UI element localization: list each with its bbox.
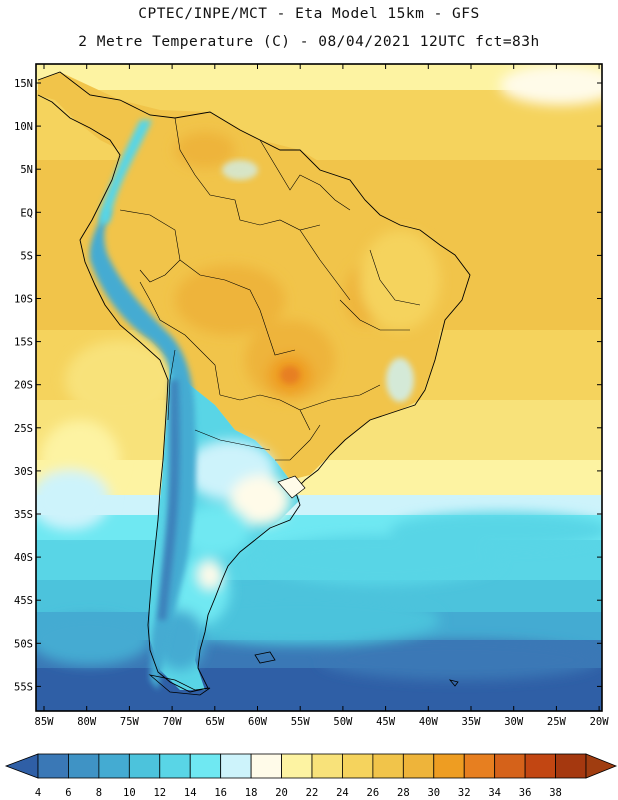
lat-tick-label: 15N xyxy=(14,78,33,90)
colorbar-swatch xyxy=(342,753,374,779)
colorbar-label: 22 xyxy=(306,787,319,799)
colorbar-label: 32 xyxy=(458,787,471,799)
colorbar-label: 4 xyxy=(35,787,41,799)
lat-tick-label: 10N xyxy=(14,121,33,133)
lat-tick-label: 30S xyxy=(14,466,33,478)
map-frame xyxy=(35,63,603,712)
lat-tick-label: 5S xyxy=(20,250,33,262)
lon-tick-label: 60W xyxy=(248,716,268,728)
lat-tick-label: 20S xyxy=(14,380,33,392)
colorbar-high-arrow xyxy=(585,753,618,779)
colorbar-swatch xyxy=(433,753,465,779)
colorbar-label: 12 xyxy=(153,787,166,799)
colorbar-swatch xyxy=(524,753,556,779)
latitude-axis: 15N 10N 5N EQ 5S 10S 15S 20S 25S 30S 35S 40S 45S 50S 5… xyxy=(14,78,602,693)
colorbar-label: 28 xyxy=(397,787,410,799)
lon-tick-label: 40W xyxy=(419,716,439,728)
colorbar-swatch xyxy=(128,753,161,779)
colorbar-swatch xyxy=(281,753,313,779)
colorbar-swatch xyxy=(68,753,100,779)
colorbar-label: 16 xyxy=(214,787,227,799)
lat-tick-label: 35S xyxy=(14,509,33,521)
colorbar-swatch xyxy=(402,753,435,779)
colorbar-label: 26 xyxy=(367,787,380,799)
colorbar-label: 36 xyxy=(519,787,532,799)
lat-tick-label: 15S xyxy=(14,337,33,349)
colorbar-swatch xyxy=(311,753,343,779)
lat-tick-label: 55S xyxy=(14,681,33,693)
lat-tick-label: 50S xyxy=(14,638,33,650)
lat-tick-label: 45S xyxy=(14,595,33,607)
colorbar-label: 24 xyxy=(336,787,349,799)
colorbar-low-arrow xyxy=(4,753,39,779)
colorbar-label: 6 xyxy=(65,787,71,799)
lon-tick-label: 20W xyxy=(590,716,610,728)
colorbar-swatch xyxy=(463,753,496,779)
colorbar: 4 6 8 10 12 14 16 18 20 22 24 26 28 30 32 34 36 38 xyxy=(4,753,618,799)
colorbar-swatch xyxy=(37,753,69,779)
lon-tick-label: 75W xyxy=(120,716,140,728)
colorbar-label: 34 xyxy=(488,787,501,799)
lat-tick-label: 10S xyxy=(14,294,33,306)
longitude-axis: 85W 80W 75W 70W 65W 60W 55W 50W 45W 40W 35W 30W 25W 2… xyxy=(35,64,610,728)
colorbar-label: 30 xyxy=(427,787,440,799)
lat-tick-label: 5N xyxy=(20,164,33,176)
colorbar-label: 8 xyxy=(96,787,102,799)
colorbar-swatch xyxy=(159,753,191,779)
lon-tick-label: 45W xyxy=(376,716,396,728)
lon-tick-label: 85W xyxy=(35,716,55,728)
lon-tick-label: 80W xyxy=(77,716,97,728)
colorbar-swatch xyxy=(98,753,130,779)
country-borders xyxy=(119,117,421,461)
lon-tick-label: 35W xyxy=(462,716,482,728)
temperature-field xyxy=(36,64,602,711)
lon-tick-label: 25W xyxy=(547,716,567,728)
lon-tick-label: 70W xyxy=(163,716,183,728)
chart-title-line2: 2 Metre Temperature (C) - 08/04/2021 12U… xyxy=(78,34,540,50)
chart-title-line1: CPTEC/INPE/MCT - Eta Model 15km - GFS xyxy=(138,6,480,22)
colorbar-swatch xyxy=(220,753,252,779)
colorbar-label: 14 xyxy=(184,787,197,799)
lon-tick-label: 30W xyxy=(504,716,524,728)
colorbar-swatch xyxy=(189,753,222,779)
lat-tick-label: 40S xyxy=(14,552,33,564)
lon-tick-label: 50W xyxy=(333,716,353,728)
colorbar-label: 20 xyxy=(275,787,288,799)
colorbar-swatch xyxy=(555,753,587,779)
lon-tick-label: 55W xyxy=(291,716,311,728)
coastline xyxy=(37,71,471,693)
colorbar-swatch xyxy=(250,753,282,779)
colorbar-label: 10 xyxy=(123,787,136,799)
colorbar-label: 38 xyxy=(549,787,562,799)
lat-tick-label: 25S xyxy=(14,423,33,435)
lat-tick-label: EQ xyxy=(20,207,33,219)
colorbar-label: 18 xyxy=(245,787,258,799)
lon-tick-label: 65W xyxy=(205,716,225,728)
colorbar-swatch xyxy=(494,753,526,779)
colorbar-swatch xyxy=(372,753,404,779)
